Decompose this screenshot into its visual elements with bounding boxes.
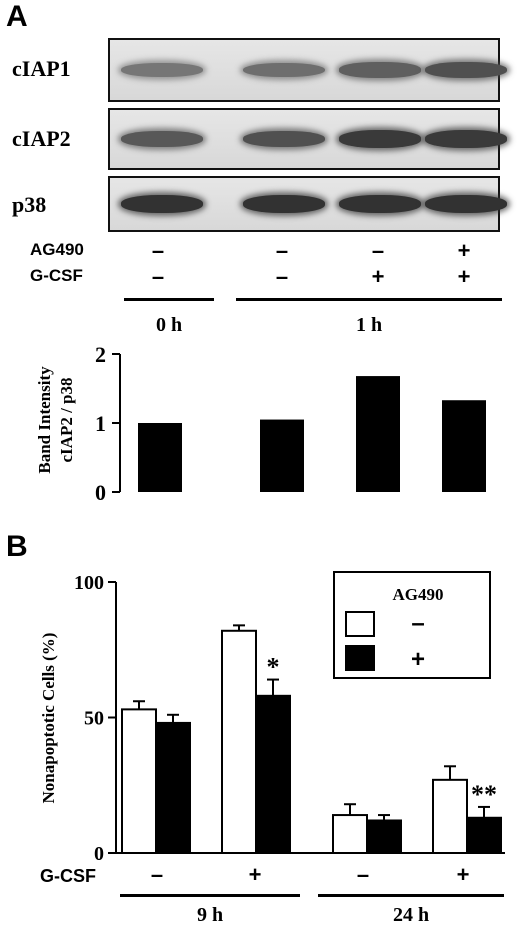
y-tick-label: 1 — [95, 411, 106, 436]
y-tick-label: 2 — [95, 342, 106, 367]
blot-band — [425, 195, 507, 213]
gcsf-sign-b: – — [150, 862, 164, 887]
blot-band — [339, 195, 421, 213]
blot-strip-ciap1 — [108, 38, 507, 102]
time-label-24h: 24 h — [392, 904, 430, 926]
bar — [432, 778, 468, 854]
blot-band — [339, 62, 421, 78]
bar — [442, 400, 486, 492]
blot-band — [425, 130, 507, 148]
gcsf-sign-b: – — [356, 862, 370, 887]
time-label-0h: 0 h — [155, 314, 183, 336]
blot-band — [243, 195, 325, 213]
y-tick-label: 100 — [74, 572, 104, 594]
legend-label-minus: – — [411, 610, 424, 637]
gcsf-sign: – — [275, 264, 289, 289]
time-bracket-0h — [124, 298, 214, 301]
significance-marker: ** — [471, 780, 497, 809]
panel-b-label: B — [6, 530, 28, 563]
ag490-sign: – — [275, 238, 289, 263]
time-bracket-9h — [120, 894, 300, 897]
bar — [121, 708, 157, 854]
blot-band — [121, 195, 203, 213]
gcsf-sign: + — [371, 264, 385, 289]
blot-label-ciap2: cIAP2 — [12, 126, 71, 151]
gcsf-sign: + — [457, 264, 471, 289]
bar — [332, 814, 368, 854]
condition-label-gcsf: G-CSF — [30, 266, 83, 285]
blot-band — [425, 61, 507, 79]
y-axis-label-line2: cIAP2 / p38 — [57, 378, 76, 463]
bar — [221, 629, 257, 854]
blot-band — [339, 130, 421, 148]
y-axis-label: Nonapoptotic Cells (%) — [39, 633, 58, 804]
legend-title: AG490 — [393, 585, 444, 604]
blot-strip-ciap2 — [108, 108, 507, 170]
bar — [155, 721, 191, 854]
time-label-1h: 1 h — [355, 314, 383, 336]
y-tick-label: 0 — [95, 480, 106, 505]
bar — [260, 419, 304, 492]
significance-marker: * — [267, 653, 280, 682]
blot-band — [121, 62, 203, 78]
y-tick-label: 50 — [84, 708, 104, 730]
legend: AG490 – + — [333, 571, 491, 679]
bar — [366, 819, 402, 855]
gcsf-sign-b: + — [248, 862, 262, 887]
bar — [466, 816, 502, 854]
gcsf-sign-b: + — [456, 862, 470, 887]
blot-band — [121, 131, 203, 147]
panel-a-label: A — [6, 0, 28, 33]
blot-band — [243, 62, 325, 78]
time-bracket-1h — [236, 298, 502, 301]
y-tick-label: 0 — [94, 843, 104, 865]
legend-label-plus: + — [411, 646, 425, 673]
band-intensity-chart: Band Intensity cIAP2 / p38 0 1 2 — [35, 342, 486, 505]
y-axis-label-line1: Band Intensity — [35, 366, 54, 474]
gcsf-row-label: G-CSF — [40, 866, 96, 886]
bar — [138, 423, 182, 492]
gcsf-sign: – — [151, 264, 165, 289]
time-label-9h: 9 h — [196, 904, 224, 926]
blot-label-p38: p38 — [12, 192, 47, 217]
blot-strip-p38 — [108, 176, 507, 232]
legend-swatch-black — [345, 645, 375, 671]
legend-swatch-white — [345, 611, 375, 637]
ag490-sign: + — [457, 238, 471, 263]
blot-label-ciap1: cIAP1 — [12, 56, 71, 81]
ag490-sign: – — [151, 238, 165, 263]
ag490-sign: – — [371, 238, 385, 263]
condition-label-ag490: AG490 — [30, 240, 84, 259]
blot-band — [243, 130, 325, 148]
bar — [356, 376, 400, 492]
bar — [255, 694, 291, 854]
time-bracket-24h — [318, 894, 504, 897]
